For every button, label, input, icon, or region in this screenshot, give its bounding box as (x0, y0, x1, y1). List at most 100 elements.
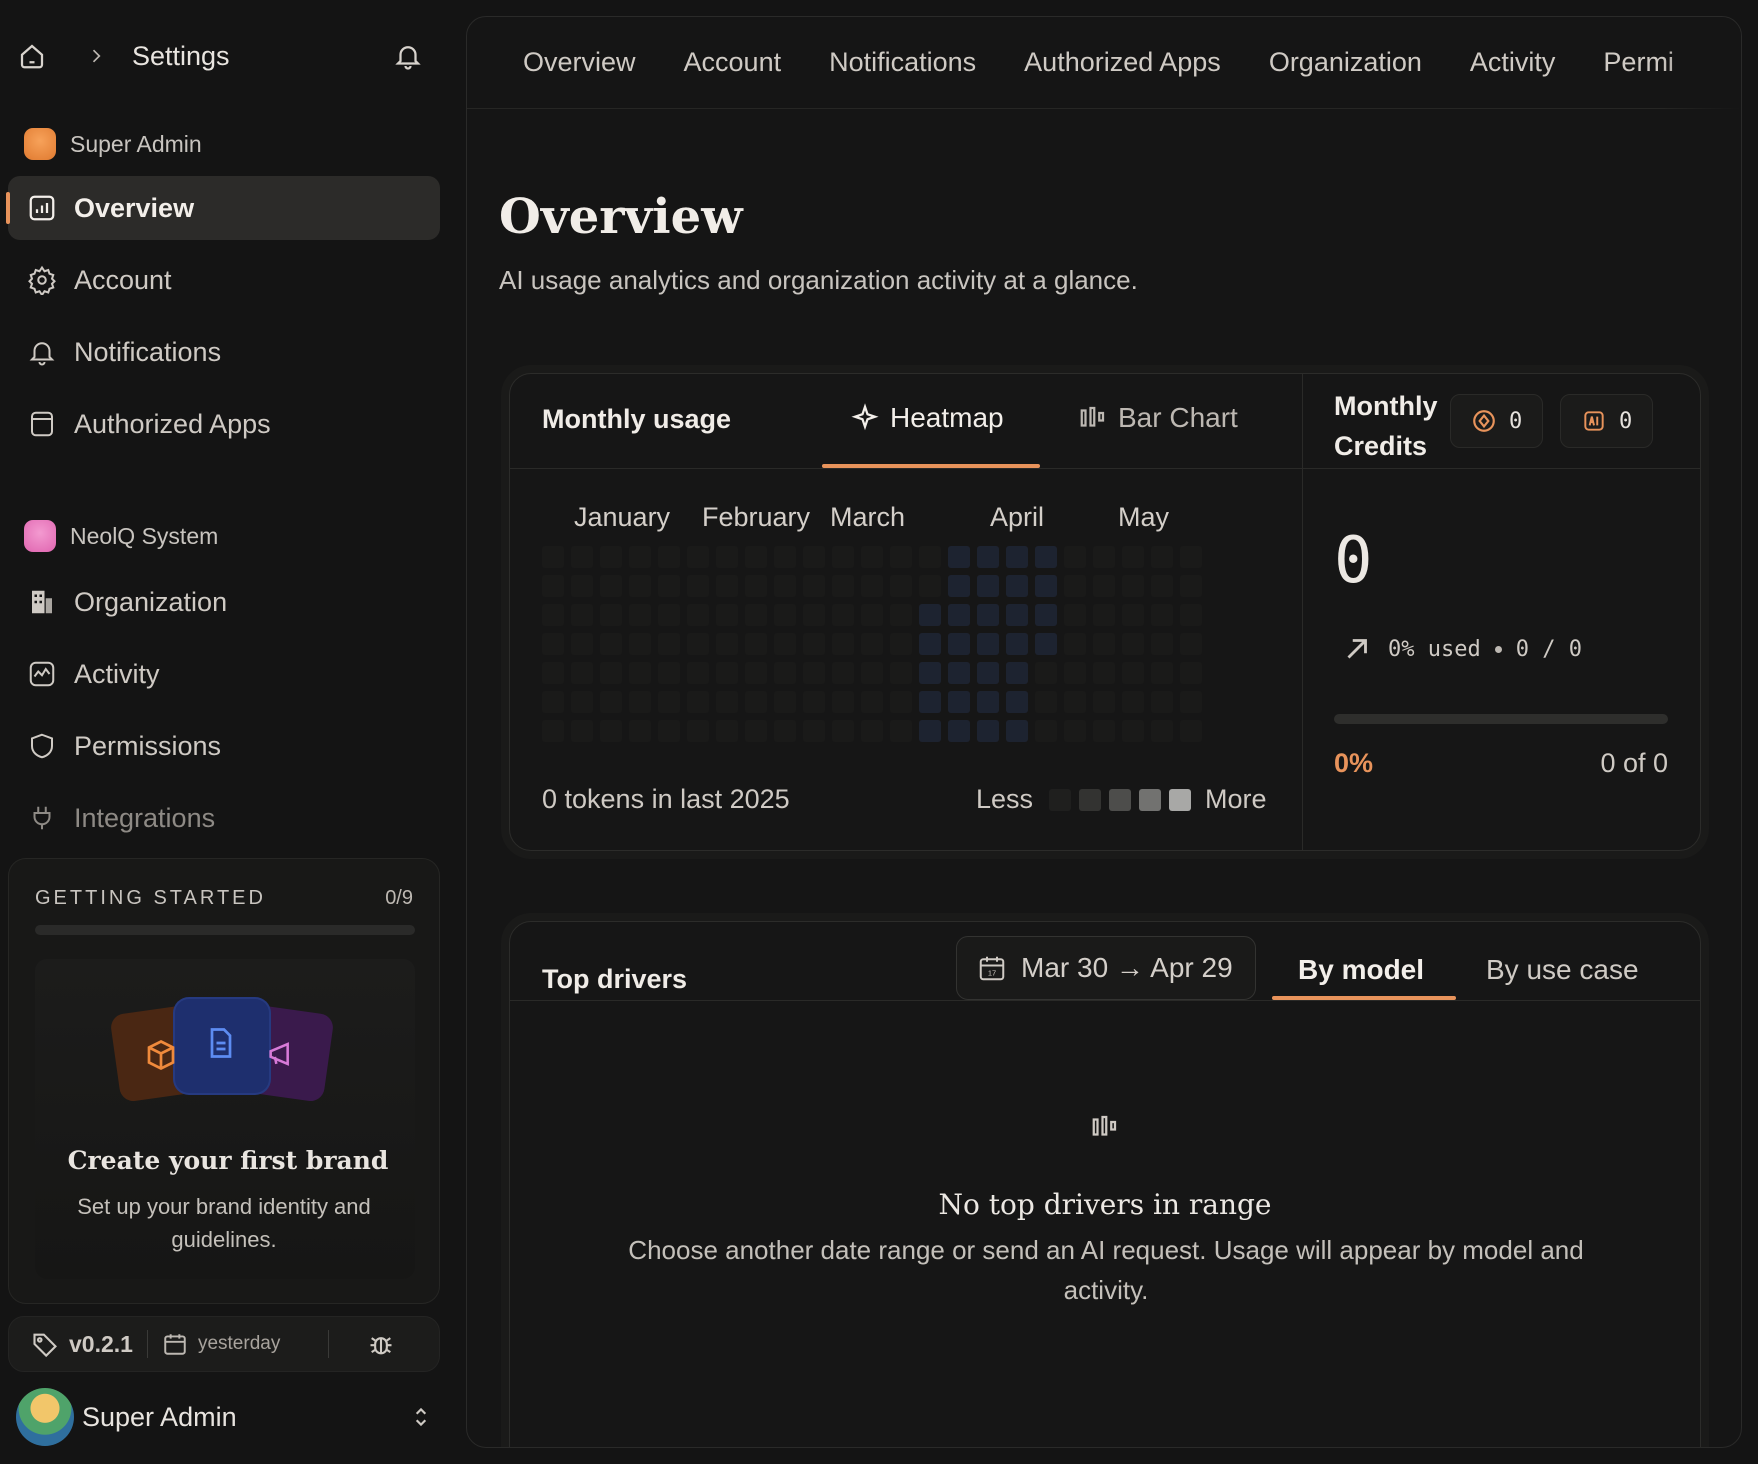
group-header-neolq-system: NeolQ System (24, 520, 218, 552)
breadcrumb-settings: Settings (132, 40, 230, 71)
heatmap-cell (1180, 662, 1202, 684)
bell-icon[interactable] (392, 40, 424, 72)
sidebar-item-permissions[interactable]: Permissions (8, 714, 440, 778)
heatmap-cell (1035, 691, 1057, 713)
month-label: February (702, 502, 811, 532)
create-brand-title: Create your first brand (67, 1146, 389, 1175)
tabs-fade (1661, 17, 1741, 109)
document-icon (203, 1025, 239, 1066)
sidebar-item-authorized-apps[interactable]: Authorized Apps (8, 392, 440, 456)
heatmap-cell (600, 575, 622, 597)
credits-title-line: Credits (1334, 431, 1428, 461)
heatmap-cell (745, 604, 767, 626)
heatmap-cell (542, 604, 564, 626)
tab-by-use-case[interactable]: By use case (1486, 954, 1639, 986)
ai-icon (1581, 408, 1607, 434)
heatmap-cell (919, 604, 941, 626)
sidebar: Settings Super Admin Overview Account No… (0, 0, 456, 1464)
tab-by-model[interactable]: By model (1298, 954, 1424, 986)
heatmap-cell (1006, 546, 1028, 568)
heatmap-cell (1006, 720, 1028, 742)
heatmap-cell (774, 691, 796, 713)
date-range-picker[interactable]: 17 Mar 30 → Apr 29 (956, 936, 1256, 1000)
heatmap-cell (745, 575, 767, 597)
tab-authorized-apps[interactable]: Authorized Apps (1024, 47, 1221, 77)
heatmap-cell (832, 720, 854, 742)
tab-heatmap[interactable]: Heatmap (850, 402, 1004, 434)
credit-chip-value: 0 (1509, 408, 1523, 434)
sidebar-item-label: Notifications (74, 336, 222, 367)
date-range-text: Mar 30 → Apr 29 (1021, 952, 1233, 983)
monthly-usage-title: Monthly usage (542, 404, 732, 434)
tab-bar-chart-label: Bar Chart (1118, 402, 1238, 433)
sidebar-item-label: Permissions (74, 730, 222, 761)
heatmap-cell (716, 604, 738, 626)
heatmap-cell (861, 575, 883, 597)
tab-activity[interactable]: Activity (1469, 47, 1556, 77)
heatmap-cell (861, 633, 883, 655)
top-drivers-title: Top drivers (542, 964, 688, 994)
empty-state-description: Choose another date range or send an AI … (628, 1235, 1584, 1305)
heatmap-cell (1122, 604, 1144, 626)
sidebar-item-integrations[interactable]: Integrations (8, 786, 440, 850)
heatmap-cell (1035, 546, 1057, 568)
heatmap-cell (1093, 691, 1115, 713)
tab-organization[interactable]: Organization (1268, 47, 1422, 77)
heatmap-cell (1151, 662, 1173, 684)
tab-overview[interactable]: Overview (523, 47, 636, 77)
home-icon[interactable] (16, 40, 48, 72)
heatmap-cell (600, 662, 622, 684)
group-name: Super Admin (70, 130, 202, 157)
heatmap-cell (571, 604, 593, 626)
heatmap-cell (1122, 546, 1144, 568)
heatmap-cell (948, 691, 970, 713)
create-brand-card[interactable] (35, 959, 415, 1279)
heatmap-cell (629, 720, 651, 742)
coin-icon (1471, 408, 1497, 434)
heatmap-cell (1093, 604, 1115, 626)
sidebar-item-overview[interactable]: Overview (6, 176, 440, 240)
heatmap-cell (658, 575, 680, 597)
heatmap-cell (1180, 575, 1202, 597)
sidebar-topbar: Settings (0, 20, 456, 92)
heatmap-cell (890, 633, 912, 655)
credits-title-line: Monthly (1334, 391, 1438, 421)
heatmap-cell (803, 604, 825, 626)
create-brand-description: Set up your brand identity and guideline… (77, 1194, 371, 1252)
version-bar: v0.2.1 yesterday (8, 1316, 440, 1372)
heatmap-cell (977, 604, 999, 626)
heatmap-cell (919, 546, 941, 568)
month-label: May (1118, 502, 1170, 532)
heatmap-cell (571, 575, 593, 597)
bar-chart-icon (1090, 1112, 1120, 1142)
legend-swatch (1049, 788, 1072, 811)
heatmap-cell (832, 633, 854, 655)
sidebar-item-notifications[interactable]: Notifications (8, 320, 440, 384)
heatmap-cell (1064, 662, 1086, 684)
heatmap-cell (919, 691, 941, 713)
heatmap-cell (919, 662, 941, 684)
svg-text:17: 17 (988, 969, 996, 978)
heatmap-cell (1180, 604, 1202, 626)
heatmap-cell (774, 720, 796, 742)
heatmap-cell (890, 691, 912, 713)
heatmap-tab-underline (822, 464, 1040, 468)
user-switcher[interactable]: Super Admin (16, 1384, 440, 1450)
sidebar-item-account[interactable]: Account (8, 248, 440, 312)
heatmap-cell (658, 604, 680, 626)
credit-chip-tokens: 0 (1450, 394, 1544, 448)
sidebar-item-organization[interactable]: Organization (8, 570, 440, 634)
credits-used-pct: 0% used (1388, 636, 1481, 662)
credit-chip-ai: 0 (1560, 394, 1654, 448)
heatmap-cell (948, 662, 970, 684)
tab-bar-chart[interactable]: Bar Chart (1078, 402, 1238, 434)
tab-notifications[interactable]: Notifications (829, 47, 977, 77)
getting-started-heading: GETTING STARTED (35, 887, 266, 909)
tab-account[interactable]: Account (683, 47, 782, 77)
heatmap-cell (629, 633, 651, 655)
heatmap-cell (1151, 633, 1173, 655)
heatmap-cell (1180, 691, 1202, 713)
heatmap-cell (948, 720, 970, 742)
bug-icon[interactable] (367, 1330, 395, 1358)
sidebar-item-activity[interactable]: Activity (8, 642, 440, 706)
